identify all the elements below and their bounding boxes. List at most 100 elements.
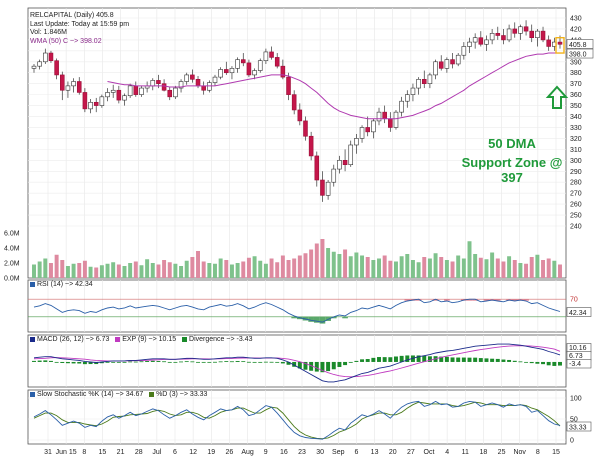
volume-header: Vol: 1.846M	[30, 29, 67, 36]
rsi-overbought-fill	[472, 299, 478, 301]
candle-body	[506, 28, 512, 41]
candle-body	[184, 74, 189, 82]
volume-bar	[173, 263, 178, 278]
macd-divergence-bar	[241, 361, 246, 363]
volume-bar	[461, 258, 466, 278]
volume-bar	[145, 259, 150, 278]
candle-body	[382, 111, 387, 120]
candle-body	[246, 62, 252, 76]
rsi-oversold-fill	[291, 316, 297, 319]
macd-divergence-bar	[524, 361, 529, 363]
candle-body	[371, 120, 376, 133]
x-tick-label: 15	[99, 449, 107, 456]
volume-bar	[473, 254, 478, 278]
candle-body	[48, 52, 54, 61]
macd-divergence-bar	[105, 361, 110, 363]
price-tick-label: 430	[570, 16, 582, 23]
stoch-value-badge-text: 33.33	[569, 425, 587, 432]
volume-bar	[297, 255, 302, 278]
candle-body	[105, 92, 110, 98]
price-tick-label: 280	[570, 180, 582, 187]
stoch-k-line	[33, 400, 561, 440]
volume-bar	[263, 263, 268, 278]
candle-body	[393, 111, 399, 128]
macd-divergence-bar	[162, 361, 167, 363]
wma-header: WMA (50) C ~> 398.02	[30, 37, 102, 45]
price-tick-label: 370	[570, 81, 582, 88]
price-legend: RELCAPITAL (Daily) 405.8 Last Update: To…	[30, 12, 129, 46]
divergence-swatch-icon	[182, 336, 188, 342]
macd-divergence-bar	[213, 361, 217, 363]
x-tick-label: 4	[445, 449, 449, 456]
macd-divergence-bar	[314, 361, 319, 372]
wma-price-badge-text: 398.0	[569, 52, 587, 59]
candle-body	[274, 57, 280, 67]
candle-body	[31, 65, 37, 69]
candle-body	[263, 51, 269, 61]
candle-body	[410, 87, 416, 95]
candle-body	[240, 59, 246, 64]
candle-body	[314, 155, 320, 181]
rsi-overbought-fill	[494, 299, 501, 301]
price-tick-label: 310	[570, 147, 582, 154]
macd-divergence-bar	[184, 361, 189, 363]
x-tick-label: 19	[207, 449, 215, 456]
macd-divergence-bar	[167, 361, 172, 363]
macd-divergence-bar	[478, 358, 483, 362]
price-tick-label: 290	[570, 169, 582, 176]
rsi-title: RSI (14) ~> 42.34	[37, 281, 93, 288]
x-tick-label: Aug	[241, 449, 254, 456]
macd-divergence-bar	[235, 361, 240, 362]
macd-divergence-bar	[439, 356, 444, 362]
volume-bar	[88, 266, 93, 278]
volume-bar	[360, 255, 365, 278]
price-tick-label: 260	[570, 202, 582, 209]
macd-value-badge-text: 10.16	[569, 345, 587, 352]
volume-bar	[326, 248, 331, 278]
price-tick-label: 300	[570, 158, 582, 165]
candle-body	[156, 80, 161, 84]
volume-bar	[269, 258, 274, 278]
volume-bar	[150, 263, 155, 278]
x-tick-label: Jul	[152, 449, 161, 456]
candle-body	[461, 46, 467, 56]
x-tick-label: 6	[354, 449, 358, 456]
candle-body	[59, 74, 65, 91]
macd-divergence-bar	[224, 361, 229, 362]
candle-body	[201, 85, 206, 91]
volume-bar	[558, 264, 562, 278]
volume-bar	[535, 254, 540, 278]
candle-body	[557, 41, 563, 45]
volume-bar	[309, 249, 314, 278]
candle-body	[501, 35, 506, 41]
stoch-legend: Slow Stochastic %K (14) ~> 34.67 %D (3) …	[30, 391, 207, 400]
macd-divergence-bar	[343, 361, 348, 366]
macd-legend: MACD (26, 12) ~> 6.73 EXP (9) ~> 10.15 D…	[30, 336, 252, 345]
macd-divergence-bar	[309, 361, 314, 371]
macd-divergence-bar	[326, 361, 331, 372]
candle-body	[444, 59, 450, 69]
macd-divergence-bar	[461, 357, 466, 362]
volume-bar	[377, 258, 381, 278]
macd-divergence-bar	[179, 361, 184, 363]
volume-bar	[207, 263, 212, 278]
candle-body	[438, 61, 444, 69]
rsi-level-label: 70	[570, 297, 578, 304]
rsi-oversold-fill	[330, 316, 337, 319]
candle-body	[325, 181, 331, 196]
volume-bar	[241, 261, 246, 278]
candle-body	[540, 30, 546, 41]
macd-divergence-bar	[32, 360, 36, 362]
macd-divergence-bar	[473, 357, 478, 362]
macd-divergence-bar	[501, 359, 506, 362]
divergence-title: Divergence ~> -3.43	[189, 336, 253, 343]
candle-body	[484, 39, 489, 45]
volume-bar	[246, 257, 251, 278]
macd-divergence-bar	[139, 361, 144, 363]
volume-bar	[111, 262, 116, 278]
rsi-overbought-fill	[444, 299, 450, 301]
candle-body	[320, 179, 325, 196]
rsi-value-badge	[566, 307, 592, 317]
macd-divergence-bar	[77, 361, 82, 364]
stoch-tick-label: 100	[570, 396, 582, 403]
